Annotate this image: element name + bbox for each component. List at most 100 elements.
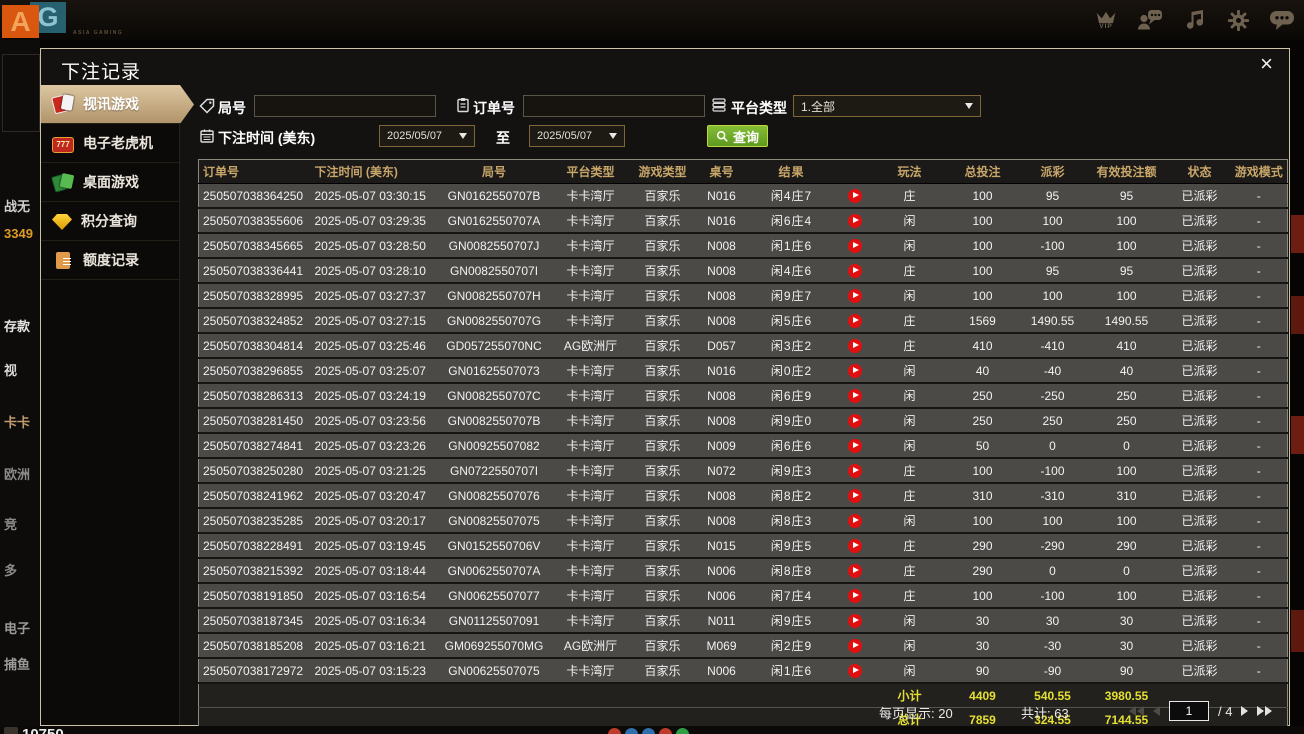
cell-valid: 250 xyxy=(1084,383,1169,409)
play-icon[interactable] xyxy=(847,338,862,353)
date-to-value: 2025/05/07 xyxy=(537,130,593,142)
cell-replay xyxy=(834,533,875,559)
play-icon[interactable] xyxy=(847,538,862,553)
play-icon[interactable] xyxy=(847,638,862,653)
sidebar-item-1[interactable]: 视讯游戏 xyxy=(41,85,194,124)
page-number-input[interactable] xyxy=(1169,701,1209,721)
cell-method: 庄 xyxy=(874,183,945,209)
play-icon[interactable] xyxy=(847,388,862,403)
play-icon[interactable] xyxy=(847,288,862,303)
bet-time-label: 下注时间 (美东) xyxy=(218,130,316,146)
cell-table: N008 xyxy=(694,408,749,434)
cell-platform: 卡卡湾厅 xyxy=(550,458,631,484)
play-icon[interactable] xyxy=(847,188,862,203)
play-icon[interactable] xyxy=(847,238,862,253)
play-icon[interactable] xyxy=(847,613,862,628)
cell-order: 250507038336441 xyxy=(198,258,311,284)
cell-time: 2025-05-07 03:29:35 xyxy=(310,208,438,234)
cell-round: GN0082550707C xyxy=(437,383,551,409)
cell-table: N008 xyxy=(694,258,749,284)
order-no-input[interactable] xyxy=(523,95,705,117)
page-count-label: / 4 xyxy=(1218,703,1233,719)
play-icon[interactable] xyxy=(847,438,862,453)
play-icon[interactable] xyxy=(847,413,862,428)
date-to-select[interactable]: 2025/05/07 xyxy=(529,125,625,147)
cell-replay xyxy=(834,383,875,409)
cell-table: N006 xyxy=(694,558,749,584)
cell-game: 百家乐 xyxy=(630,533,695,559)
cell-valid: 100 xyxy=(1084,208,1169,234)
music-icon[interactable] xyxy=(1180,6,1208,34)
platform-type-select[interactable]: 1.全部 xyxy=(793,95,981,117)
table-row: 250507038281450 2025-05-07 03:23:56 GN0082… xyxy=(198,408,1288,434)
chat-icon[interactable] xyxy=(1268,6,1296,34)
social-dot-icon xyxy=(642,728,655,734)
prev-page-button[interactable] xyxy=(1153,706,1160,716)
cell-valid: 100 xyxy=(1084,283,1169,309)
play-icon[interactable] xyxy=(847,463,862,478)
cell-payout: -250 xyxy=(1020,383,1085,409)
table-row: 250507038296855 2025-05-07 03:25:07 GN0162… xyxy=(198,358,1288,384)
cell-result: 闲2庄9 xyxy=(748,633,835,659)
column-header: 游戏模式 xyxy=(1230,159,1288,184)
online-count: 10750 xyxy=(22,726,64,734)
cell-mode: - xyxy=(1230,308,1288,334)
cell-bet: 30 xyxy=(944,633,1021,659)
cell-payout: -30 xyxy=(1020,633,1085,659)
play-icon[interactable] xyxy=(847,563,862,578)
sidebar-item-3[interactable]: 桌面游戏 xyxy=(41,163,179,202)
sidebar-item-5[interactable]: 额度记录 xyxy=(41,241,179,280)
cell-method: 闲 xyxy=(874,208,945,234)
cell-time: 2025-05-07 03:25:07 xyxy=(310,358,438,384)
cell-table: N016 xyxy=(694,358,749,384)
background-fragment xyxy=(1291,416,1304,454)
cell-result: 闲9庄0 xyxy=(748,408,835,434)
table-row: 250507038364250 2025-05-07 03:30:15 GN0162… xyxy=(198,183,1288,209)
sidebar-item-2[interactable]: 电子老虎机 xyxy=(41,124,179,163)
play-icon[interactable] xyxy=(847,213,862,228)
customer-service-icon[interactable] xyxy=(1136,6,1164,34)
ag-logo[interactable]: A xyxy=(2,5,39,38)
cell-result: 闲1庄6 xyxy=(748,658,835,684)
cell-time: 2025-05-07 03:20:47 xyxy=(310,483,438,509)
cell-order: 250507038345665 xyxy=(198,233,311,259)
last-page-button[interactable] xyxy=(1257,706,1273,716)
cell-result: 闲9庄7 xyxy=(748,283,835,309)
cell-bet: 100 xyxy=(944,283,1021,309)
cell-status: 已派彩 xyxy=(1168,433,1231,459)
cell-game: 百家乐 xyxy=(630,483,695,509)
search-button[interactable]: 查询 xyxy=(707,125,769,147)
cell-status: 已派彩 xyxy=(1168,333,1231,359)
social-dot-icon xyxy=(676,728,689,734)
cell-status: 已派彩 xyxy=(1168,208,1231,234)
play-icon[interactable] xyxy=(847,663,862,678)
next-page-button[interactable] xyxy=(1241,706,1249,716)
table-row: 250507038235285 2025-05-07 03:20:17 GN0082… xyxy=(198,508,1288,534)
play-icon[interactable] xyxy=(847,263,862,278)
play-icon[interactable] xyxy=(847,488,862,503)
date-from-select[interactable]: 2025/05/07 xyxy=(379,125,475,147)
close-icon[interactable]: × xyxy=(1260,51,1273,76)
settings-icon[interactable] xyxy=(1224,6,1252,34)
vip-icon[interactable]: VIP xyxy=(1092,6,1120,34)
cell-platform: 卡卡湾厅 xyxy=(550,433,631,459)
round-no-input[interactable] xyxy=(254,95,436,117)
play-icon[interactable] xyxy=(847,513,862,528)
cell-valid: 0 xyxy=(1084,433,1169,459)
play-icon[interactable] xyxy=(847,313,862,328)
first-page-button[interactable] xyxy=(1129,706,1144,716)
sidebar-item-4[interactable]: 积分查询 xyxy=(41,202,179,241)
column-header: 派彩 xyxy=(1020,159,1085,184)
cell-payout: 30 xyxy=(1020,608,1085,634)
cell-time: 2025-05-07 03:16:34 xyxy=(310,608,438,634)
column-header: 桌号 xyxy=(694,159,749,184)
search-button-label: 查询 xyxy=(733,129,760,145)
play-icon[interactable] xyxy=(847,588,862,603)
cell-result: 闲8庄2 xyxy=(748,483,835,509)
cell-mode: - xyxy=(1230,358,1288,384)
cell-status: 已派彩 xyxy=(1168,633,1231,659)
play-icon[interactable] xyxy=(847,363,862,378)
cell-bet: 310 xyxy=(944,483,1021,509)
cell-method: 闲 xyxy=(874,633,945,659)
